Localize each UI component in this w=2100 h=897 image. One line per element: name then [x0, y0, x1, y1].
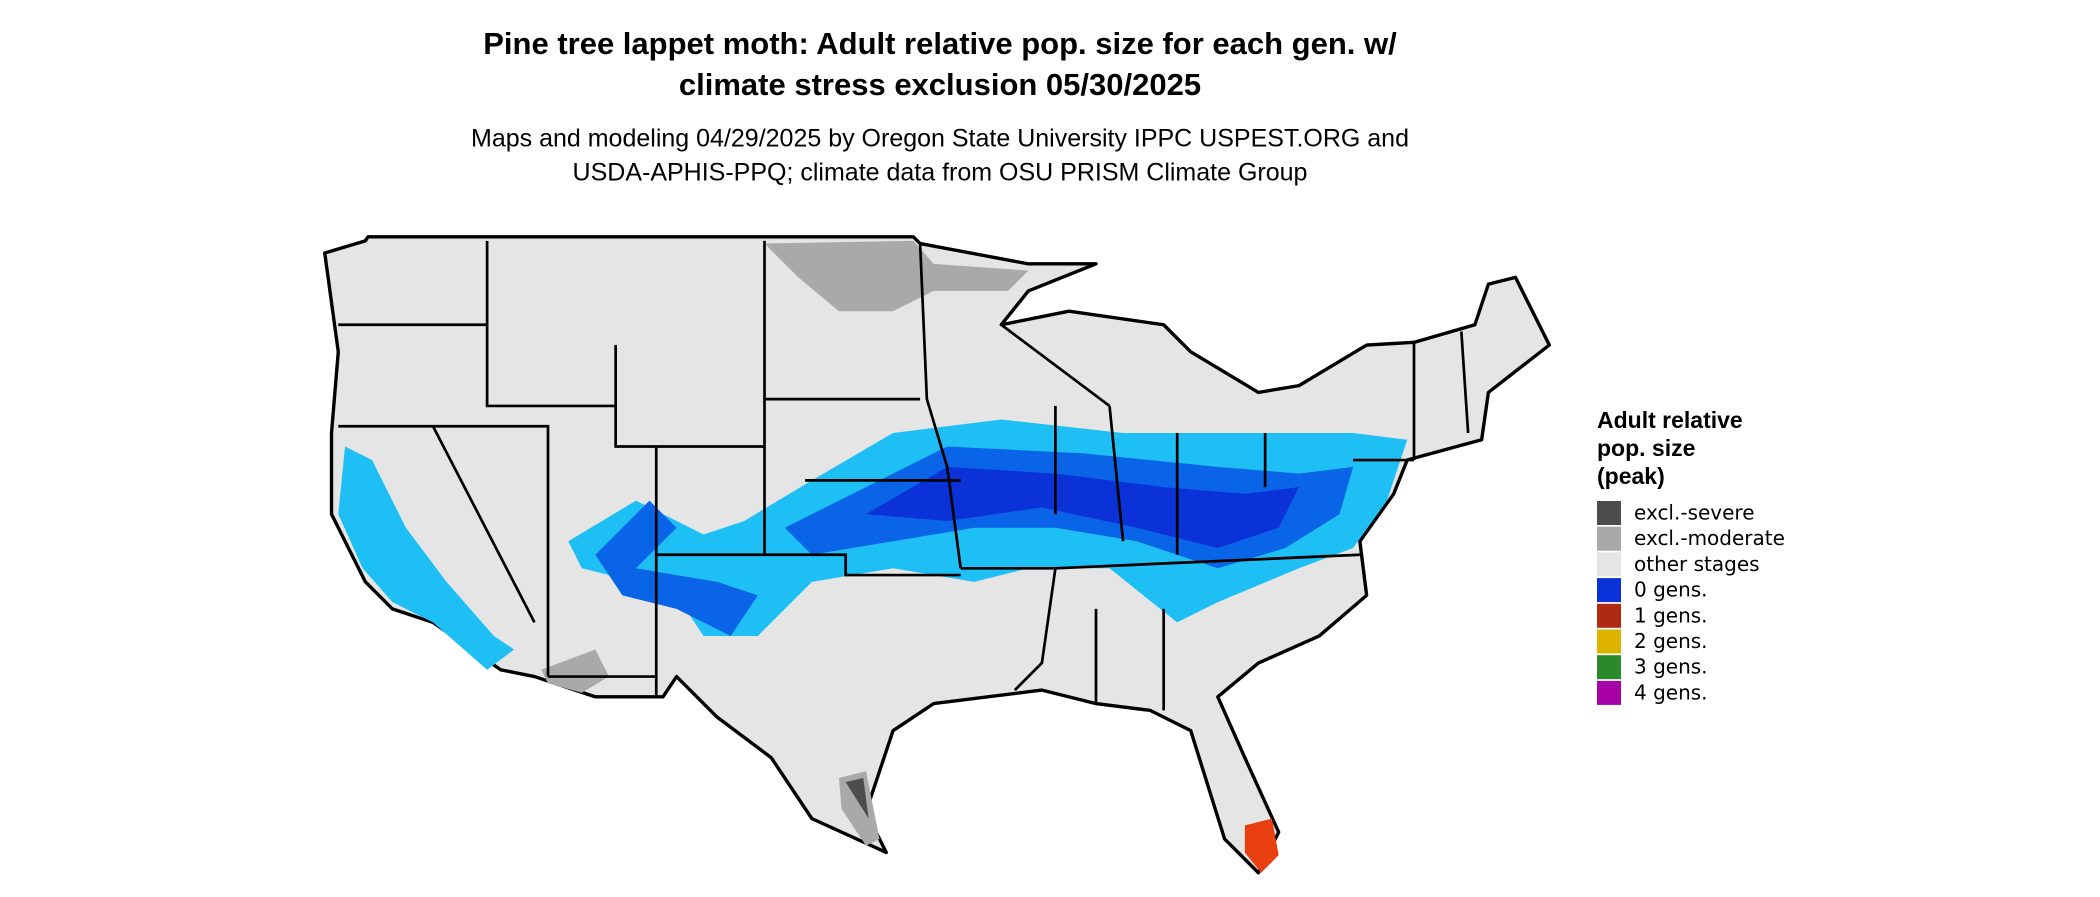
- legend-label: 3 gens.: [1634, 655, 1708, 679]
- legend-title-line: Adult relative: [1597, 407, 1743, 433]
- legend-title-line: pop. size: [1597, 435, 1695, 461]
- legend-label: other stages: [1634, 552, 1760, 576]
- excl-area: [838, 771, 880, 846]
- legend-swatch: [1597, 680, 1621, 705]
- legend-label: excl.-moderate: [1634, 526, 1785, 550]
- legend-swatch: [1597, 655, 1621, 680]
- light-blue-band: [338, 446, 515, 670]
- legend-label: 1 gens.: [1634, 603, 1708, 627]
- legend-label: 0 gens.: [1634, 578, 1708, 602]
- legend-label: 2 gens.: [1634, 629, 1708, 653]
- legend-swatch: [1597, 501, 1621, 525]
- legend-swatch: [1597, 603, 1621, 628]
- legend-swatch: [1597, 552, 1621, 577]
- dark-blue-band: [865, 466, 1299, 549]
- subtitle-line: Maps and modeling 04/29/2025 by Oregon S…: [471, 125, 1409, 153]
- map: [323, 235, 1551, 875]
- excl-moderate-area: [541, 649, 609, 693]
- red-area: [1244, 818, 1279, 873]
- legend-label: excl.-severe: [1634, 501, 1755, 525]
- legend-title-line: (peak): [1597, 463, 1665, 489]
- subtitle-line: USDA-APHIS-PPQ; climate data from OSU PR…: [573, 159, 1308, 187]
- legend-swatch: [1597, 578, 1621, 603]
- title-line: Pine tree lappet moth: Adult relative po…: [483, 26, 1397, 61]
- state-borders: [338, 240, 1470, 711]
- title-line: climate stress exclusion 05/30/2025: [679, 67, 1201, 102]
- mid-blue-band: [595, 500, 758, 636]
- excl-severe-area: [845, 778, 869, 819]
- legend-swatch: [1597, 629, 1621, 654]
- legend-label: 4 gens.: [1634, 680, 1708, 704]
- excl-moderate-area: [764, 240, 1029, 312]
- legend-swatch: [1597, 526, 1621, 551]
